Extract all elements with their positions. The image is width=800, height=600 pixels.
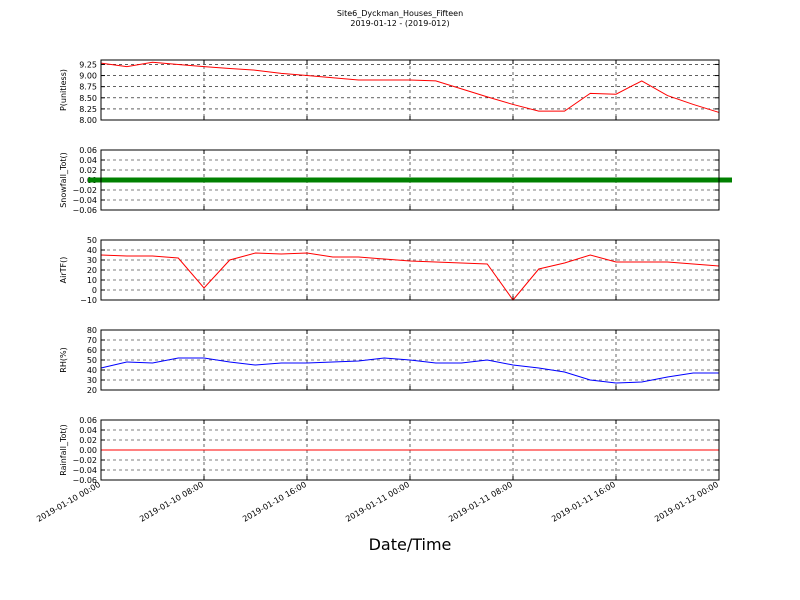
marker <box>422 177 449 183</box>
marker <box>216 177 243 183</box>
y-tick-label: 0.02 <box>79 166 97 175</box>
axes-frame <box>100 239 720 301</box>
marker <box>500 177 526 183</box>
y-tick-label: 0 <box>92 286 97 295</box>
y-tick-label: 60 <box>87 346 97 355</box>
y-tick-label: −0.04 <box>72 196 97 205</box>
y-tick-label: 0.06 <box>79 416 97 425</box>
marker <box>525 177 552 183</box>
y-tick-label: 30 <box>87 256 97 265</box>
y-tick-label: 8.75 <box>79 83 97 92</box>
y-tick-label: 8.50 <box>79 94 97 103</box>
y-tick-label: 0.00 <box>79 446 97 455</box>
y-tick-label: 8.25 <box>79 105 97 114</box>
marker <box>345 177 372 183</box>
y-tick-label: 9.25 <box>79 60 97 69</box>
y-axis-label: AirTF() <box>59 257 68 284</box>
marker <box>603 177 629 183</box>
chart-title: Site6_Dyckman_Houses_Fifteen <box>337 9 463 18</box>
data-line <box>100 252 720 301</box>
y-tick-label: 50 <box>87 356 97 365</box>
y-tick-label: 8.00 <box>79 116 97 125</box>
y-axis-label: Snowfall_Tot() <box>59 152 68 208</box>
axes-frame <box>100 419 720 481</box>
marker <box>165 177 192 183</box>
marker <box>448 177 475 183</box>
data-line <box>100 357 719 384</box>
y-tick-label: −0.06 <box>72 476 97 485</box>
marker <box>371 177 398 183</box>
y-tick-label: 50 <box>87 236 97 245</box>
marker <box>294 177 320 183</box>
y-tick-label: 9.00 <box>79 72 97 81</box>
marker <box>680 177 707 183</box>
y-tick-label: 0.04 <box>79 156 97 165</box>
marker <box>474 177 501 183</box>
axes-frame <box>100 329 720 391</box>
marker <box>268 177 295 183</box>
y-tick-label: −0.02 <box>72 456 97 465</box>
marker <box>628 177 655 183</box>
x-axis-label: Date/Time <box>369 535 452 554</box>
y-tick-label: −10 <box>80 296 97 305</box>
marker <box>242 177 269 183</box>
y-tick-label: 0.02 <box>79 436 97 445</box>
y-tick-label: −0.06 <box>72 206 97 215</box>
y-axis-label: RH(%) <box>59 347 68 372</box>
y-tick-label: 40 <box>87 366 97 375</box>
y-tick-label: 20 <box>87 386 97 395</box>
y-tick-label: 20 <box>87 266 97 275</box>
marker <box>319 177 346 183</box>
marker <box>397 177 423 183</box>
y-tick-label: 30 <box>87 376 97 385</box>
y-tick-label: 0.04 <box>79 426 97 435</box>
y-axis-label: P(unitless) <box>59 69 68 111</box>
axes-frame <box>100 59 720 121</box>
y-tick-label: −0.04 <box>72 466 97 475</box>
marker <box>577 177 604 183</box>
y-tick-label: 40 <box>87 246 97 255</box>
y-axis-label: Rainfall_Tot() <box>59 424 68 476</box>
marker <box>139 177 166 183</box>
y-tick-label: 70 <box>87 336 97 345</box>
y-tick-label: 10 <box>87 276 97 285</box>
chart-subtitle: 2019-01-12 - (2019-012) <box>350 19 449 28</box>
marker <box>191 177 217 183</box>
marker <box>551 177 578 183</box>
data-line <box>100 61 720 113</box>
marker <box>113 177 140 183</box>
y-tick-label: −0.02 <box>72 186 97 195</box>
marker <box>654 177 681 183</box>
y-tick-label: 0.06 <box>79 146 97 155</box>
y-tick-label: 80 <box>87 326 97 335</box>
axes-frame <box>100 149 720 211</box>
